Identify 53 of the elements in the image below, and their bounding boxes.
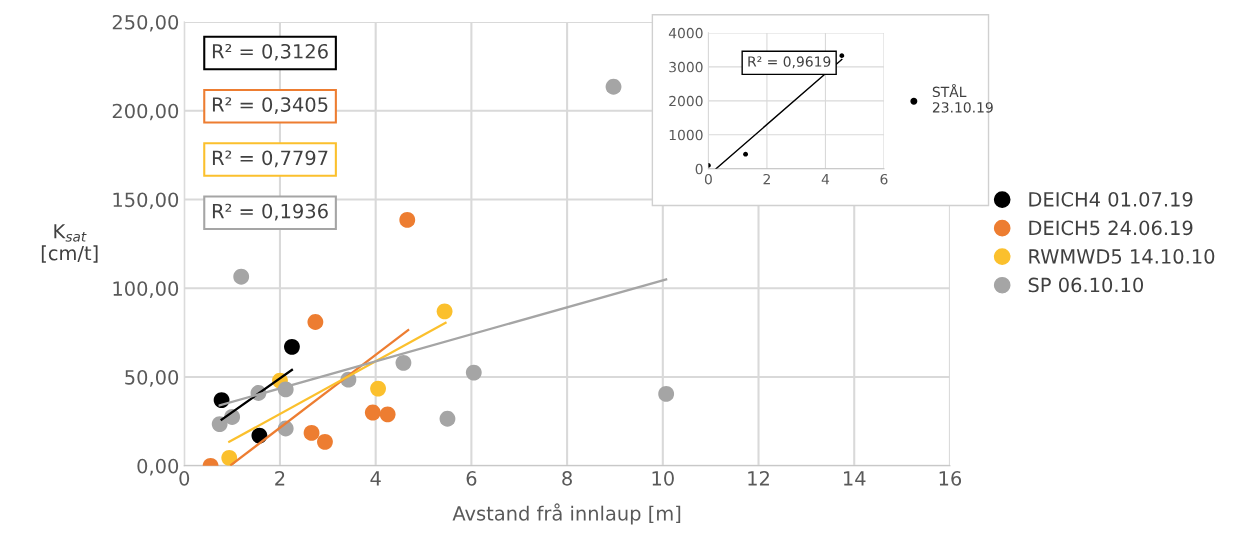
point	[284, 338, 300, 355]
annotation: R² = 0,3126	[212, 43, 328, 61]
y-tick-label: 50,00	[125, 369, 179, 387]
y-tick-label: 0	[695, 163, 703, 175]
point	[439, 410, 456, 427]
y-tick-label: 200,00	[112, 103, 179, 121]
y-tick-label: 0,00	[137, 458, 179, 476]
legend-label: DEICH4 01.07.19	[1029, 191, 1193, 207]
x-tick-label: 8	[562, 471, 572, 486]
point	[839, 53, 845, 59]
x-tick-label: 14	[843, 471, 866, 486]
y-tick-label: 1000	[669, 129, 703, 141]
y-tick-label: 150,00	[113, 192, 179, 210]
annotation: R² = 0,9619	[748, 56, 831, 69]
x-tick-label: 10	[652, 471, 674, 486]
x-tick-label: 6	[880, 173, 888, 185]
legend-label: STÅL 23.10.19	[932, 84, 993, 113]
x-tick-label: 12	[748, 471, 769, 486]
point	[436, 303, 453, 320]
y-tick-label: 250,00	[112, 14, 179, 32]
annotation: R² = 0,1936	[212, 203, 328, 221]
y-axis-title: K$_{sat}$ [cm/t]	[41, 224, 98, 263]
point	[303, 425, 320, 441]
legend-label: SP 06.10.10	[1028, 277, 1144, 293]
annotation: R² = 0,7797	[212, 150, 328, 168]
point	[743, 151, 748, 157]
y-tick-label: 4000	[668, 27, 703, 39]
point	[379, 406, 396, 423]
point	[605, 78, 622, 95]
point	[317, 433, 333, 450]
point	[370, 380, 386, 397]
x-tick-label: 4	[370, 471, 381, 486]
point	[399, 211, 416, 228]
x-tick-label: 6	[466, 471, 477, 486]
y-tick-label: 2000	[669, 95, 703, 107]
x-axis-title: Avstand frå innlaup [m]	[452, 503, 681, 525]
x-tick-label: 2	[275, 471, 285, 486]
point	[395, 354, 412, 371]
annotation: R² = 0,3405	[212, 97, 328, 114]
x-tick-label: 0	[704, 173, 712, 185]
legend-label: RWMWD5 14.10.10	[1029, 249, 1215, 264]
y-tick-label: 3000	[669, 61, 703, 73]
point	[658, 385, 675, 402]
point	[307, 314, 324, 330]
x-tick-label: 2	[763, 173, 770, 185]
legend-label: DEICH5 24.06.19	[1029, 220, 1193, 236]
x-tick-label: 0	[179, 471, 190, 486]
x-tick-label: 16	[939, 471, 962, 486]
point	[465, 364, 482, 381]
point	[364, 404, 381, 421]
point	[233, 268, 250, 285]
x-tick-label: 4	[821, 174, 830, 185]
y-tick-label: 100,00	[113, 281, 179, 298]
